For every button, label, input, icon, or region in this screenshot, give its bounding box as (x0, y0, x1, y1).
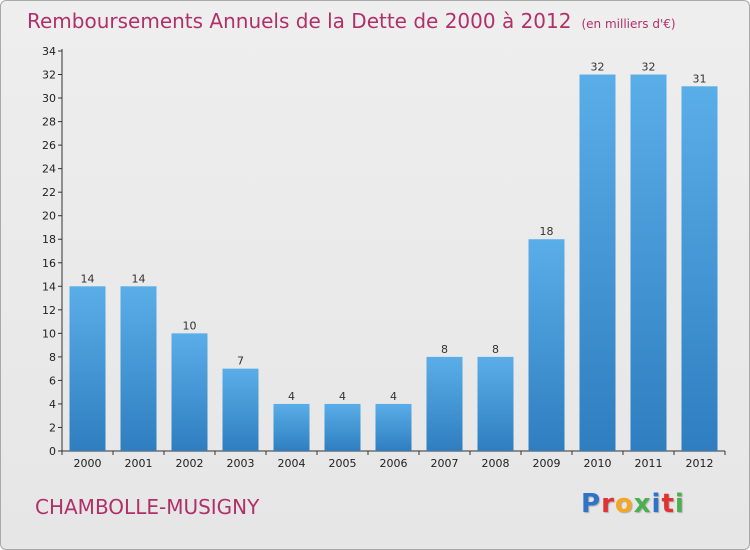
y-tick-label: 10 (42, 327, 56, 340)
chart-data-labels: 14 14 10 7 4 4 4 8 8 18 32 32 31 (81, 61, 707, 403)
y-tick-label: 16 (42, 257, 56, 270)
chart-bars (69, 74, 718, 451)
bar-2012 (681, 86, 718, 451)
logo-letter: i (651, 489, 662, 519)
x-tick-label: 2000 (74, 457, 102, 470)
bar-2003 (222, 368, 259, 451)
x-tick-label: 2001 (125, 457, 153, 470)
chart-title: Remboursements Annuels de la Dette de 20… (27, 9, 676, 33)
data-label-2008: 8 (492, 343, 499, 356)
bar-2006 (375, 403, 412, 451)
y-tick-label: 34 (42, 45, 56, 58)
y-tick-label: 32 (42, 69, 56, 82)
bar-2000 (69, 286, 106, 451)
y-tick-label: 28 (42, 116, 56, 129)
data-label-2000: 14 (81, 272, 95, 285)
data-label-2010: 32 (591, 61, 605, 74)
logo-letter: x (633, 489, 652, 519)
bar-2011 (630, 74, 667, 451)
data-label-2007: 8 (441, 343, 448, 356)
chart-title-text: Remboursements Annuels de la Dette de 20… (27, 9, 572, 33)
bar-2002 (171, 333, 208, 451)
data-label-2001: 14 (132, 272, 146, 285)
logo-letter: P (581, 489, 602, 519)
bar-2007 (426, 356, 463, 451)
y-tick-label: 30 (42, 92, 56, 105)
x-tick-label: 2011 (635, 457, 663, 470)
bar-2010 (579, 74, 616, 451)
y-tick-label: 24 (42, 163, 56, 176)
x-tick-label: 2005 (329, 457, 357, 470)
x-tick-label: 2009 (533, 457, 561, 470)
data-label-2005: 4 (339, 390, 346, 403)
logo-letter: t (661, 489, 675, 519)
x-tick-label: 2007 (431, 457, 459, 470)
y-tick-label: 0 (49, 445, 56, 458)
y-tick-label: 6 (49, 374, 56, 387)
proxiti-logo: Proxiti (581, 489, 685, 519)
data-label-2009: 18 (540, 225, 554, 238)
x-tick-label: 2006 (380, 457, 408, 470)
bar-2001 (120, 286, 157, 451)
x-tick-label: 2010 (584, 457, 612, 470)
x-tick-label: 2002 (176, 457, 204, 470)
bar-2008 (477, 356, 514, 451)
data-label-2006: 4 (390, 390, 397, 403)
y-tick-label: 18 (42, 233, 56, 246)
x-tick-label: 2004 (278, 457, 306, 470)
logo-letter: i (674, 489, 685, 519)
y-tick-label: 4 (49, 398, 56, 411)
y-tick-label: 26 (42, 139, 56, 152)
y-tick-label: 22 (42, 186, 56, 199)
logo-letter: o (614, 489, 634, 519)
bar-2005 (324, 403, 361, 451)
logo-letter: r (601, 489, 615, 519)
data-label-2004: 4 (288, 390, 295, 403)
commune-name: CHAMBOLLE-MUSIGNY (35, 495, 260, 519)
chart-subtitle: (en milliers d'€) (581, 17, 676, 31)
y-tick-label: 12 (42, 304, 56, 317)
data-label-2011: 32 (642, 61, 656, 74)
x-tick-label: 2012 (686, 457, 714, 470)
bar-2009 (528, 239, 565, 451)
y-tick-label: 2 (49, 421, 56, 434)
y-tick-label: 14 (42, 280, 56, 293)
y-tick-label: 20 (42, 210, 56, 223)
bar-2004 (273, 403, 310, 451)
x-tick-label: 2003 (227, 457, 255, 470)
data-label-2002: 10 (183, 319, 197, 332)
y-tick-label: 8 (49, 351, 56, 364)
x-tick-label: 2008 (482, 457, 510, 470)
data-label-2003: 7 (237, 355, 244, 368)
data-label-2012: 31 (693, 72, 707, 85)
